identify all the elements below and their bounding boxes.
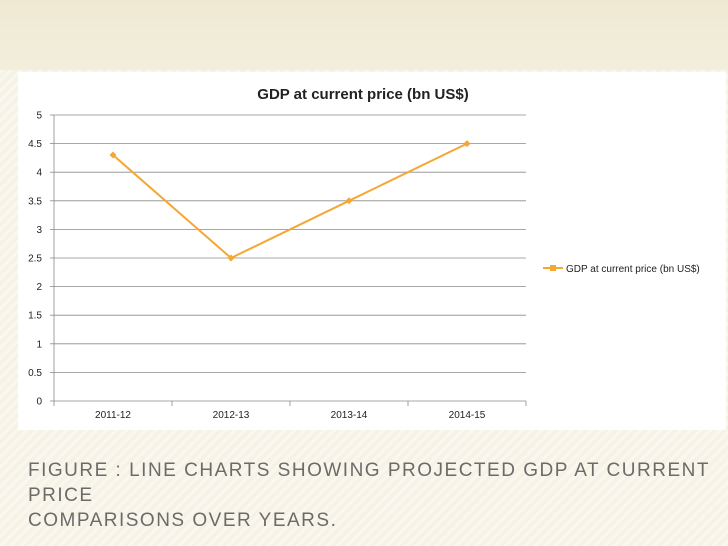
caption-line-2: COMPARISONS OVER YEARS.	[28, 510, 338, 531]
data-point	[345, 197, 353, 205]
caption-line-1: FIGURE : LINE CHARTS SHOWING PROJECTED G…	[28, 460, 710, 506]
y-tick-label: 1	[36, 339, 42, 350]
legend: GDP at current price (bn US$)	[543, 264, 700, 275]
figure-caption: FIGURE : LINE CHARTS SHOWING PROJECTED G…	[28, 458, 718, 533]
chart-title: GDP at current price (bn US$)	[257, 86, 468, 103]
x-axis-ticks: 2011-12 2012-13 2013-14 2014-15	[53, 401, 527, 421]
x-tick-label: 2013-14	[331, 410, 368, 421]
y-tick-label: 4	[36, 168, 42, 179]
y-tick-label: 2.5	[28, 254, 42, 265]
gridlines	[54, 114, 526, 373]
y-tick-label: 0	[36, 397, 42, 408]
y-tick-label: 0.5	[28, 368, 42, 379]
legend-marker-swatch	[550, 265, 556, 271]
x-tick-label: 2012-13	[213, 410, 250, 421]
data-point	[109, 151, 117, 159]
y-axis-ticks: 0 0.5 1 1.5 2 2.5 3 3.5 4 4.5 5	[28, 111, 54, 408]
y-tick-label: 1.5	[28, 311, 42, 322]
series-layer	[109, 140, 471, 262]
line-chart: GDP at current price (bn US$) 0 0.5 1 1.5 2 2…	[28, 86, 700, 421]
x-tick-label: 2011-12	[95, 410, 131, 421]
data-point	[227, 254, 235, 262]
top-band	[0, 0, 728, 70]
y-tick-label: 3	[36, 225, 42, 236]
y-tick-label: 4.5	[28, 139, 42, 150]
x-tick-label: 2014-15	[449, 410, 486, 421]
legend-entry-label: GDP at current price (bn US$)	[566, 264, 700, 275]
y-tick-label: 5	[36, 111, 42, 122]
y-tick-label: 2	[36, 282, 42, 293]
data-point	[463, 140, 471, 148]
chart-panel: GDP at current price (bn US$) 0 0.5 1 1.5 2 2…	[18, 72, 726, 430]
y-tick-label: 3.5	[28, 196, 42, 207]
series-line	[112, 142, 468, 260]
